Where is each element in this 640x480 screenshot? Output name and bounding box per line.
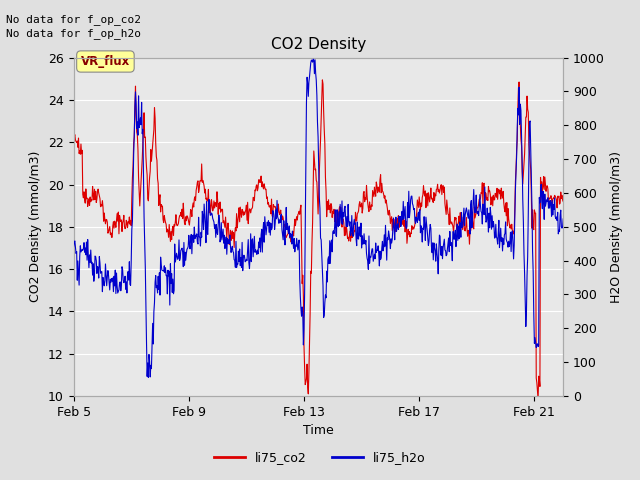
Title: CO2 Density: CO2 Density	[271, 37, 366, 52]
Text: No data for f_op_co2: No data for f_op_co2	[6, 13, 141, 24]
Text: VR_flux: VR_flux	[81, 55, 130, 68]
Legend: li75_co2, li75_h2o: li75_co2, li75_h2o	[209, 446, 431, 469]
X-axis label: Time: Time	[303, 424, 334, 437]
Y-axis label: CO2 Density (mmol/m3): CO2 Density (mmol/m3)	[29, 151, 42, 302]
Y-axis label: H2O Density (mmol/m3): H2O Density (mmol/m3)	[611, 151, 623, 303]
Text: No data for f_op_h2o: No data for f_op_h2o	[6, 28, 141, 39]
